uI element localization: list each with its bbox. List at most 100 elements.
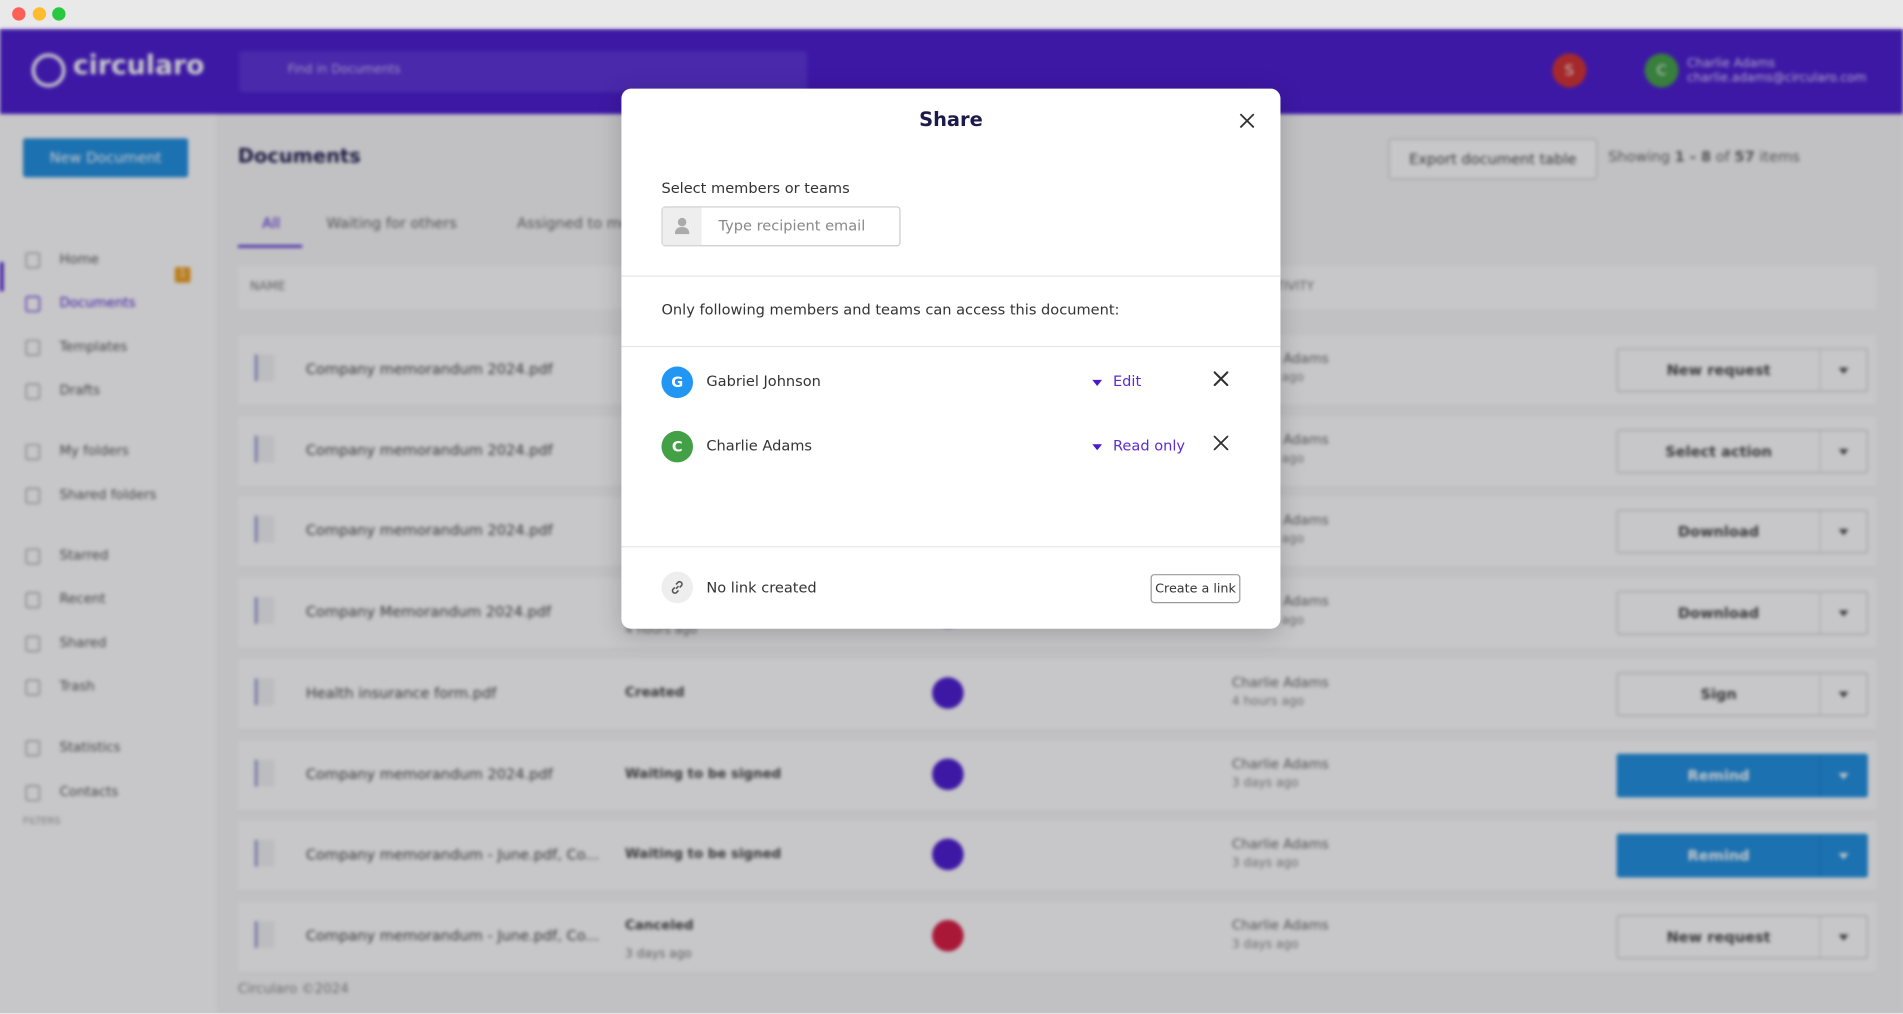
action-dropdown[interactable] xyxy=(1819,430,1821,472)
activity-name: Charlie Adams xyxy=(1231,755,1329,772)
select-label: Select members or teams xyxy=(661,179,850,197)
tab[interactable]: Waiting for others xyxy=(326,214,457,232)
action-button[interactable]: New request xyxy=(1616,348,1868,393)
remove-member[interactable] xyxy=(1213,435,1229,451)
status-time: 3 days ago xyxy=(625,947,692,962)
action-button[interactable]: Select action xyxy=(1616,429,1868,473)
tab[interactable]: Assigned to me xyxy=(517,214,630,232)
action-label: Remind xyxy=(1687,847,1750,865)
action-button[interactable]: New request xyxy=(1616,914,1868,959)
person-icon-box xyxy=(662,207,702,246)
column-name[interactable]: NAME xyxy=(250,280,286,294)
action-dropdown[interactable] xyxy=(1819,673,1821,715)
action-button[interactable]: Sign xyxy=(1616,672,1868,716)
zoom-dot[interactable] xyxy=(52,7,66,21)
showing-suffix: items xyxy=(1759,148,1800,166)
action-dropdown[interactable] xyxy=(1819,349,1821,391)
action-label: Remind xyxy=(1687,766,1750,784)
create-link-button[interactable]: Create a link xyxy=(1150,574,1241,604)
footer: Circularo ©2024 xyxy=(237,980,349,997)
nav-icon xyxy=(25,592,41,609)
person-icon xyxy=(674,217,690,235)
member-name: Charlie Adams xyxy=(706,436,813,454)
dropdown-caret xyxy=(1838,772,1849,779)
tab-underline xyxy=(237,245,303,248)
file-name[interactable]: Company memorandum - June.pdf, Co... xyxy=(305,846,600,864)
nav-item[interactable]: Statistics xyxy=(59,739,121,755)
divider xyxy=(621,275,1281,277)
nav-item[interactable]: Starred xyxy=(59,547,109,564)
file-name[interactable]: Company memorandum 2024.pdf xyxy=(305,360,553,378)
nav-icon xyxy=(25,252,41,269)
link-glyph xyxy=(671,580,683,594)
action-label: Sign xyxy=(1700,685,1737,703)
window-titlebar xyxy=(0,0,1903,30)
file-name[interactable]: Company memorandum - June.pdf, Co... xyxy=(305,927,600,945)
tab[interactable]: All xyxy=(262,214,281,232)
member-avatar: C xyxy=(661,430,694,463)
action-button[interactable]: Download xyxy=(1616,510,1868,554)
nav-item[interactable]: Shared xyxy=(59,634,107,651)
nav-item[interactable]: Shared folders xyxy=(59,486,157,503)
nav-item[interactable]: Home xyxy=(59,251,99,268)
close-button[interactable] xyxy=(1239,113,1255,129)
activity-avatar xyxy=(932,838,964,871)
close-dot[interactable] xyxy=(12,7,26,21)
nav-item[interactable]: Drafts xyxy=(59,382,101,399)
action-label: Select action xyxy=(1665,442,1772,460)
action-label: Download xyxy=(1677,604,1760,622)
action-label: New request xyxy=(1666,361,1771,379)
nav-item[interactable]: Documents xyxy=(59,294,136,311)
activity-name: Charlie Adams xyxy=(1231,836,1329,853)
search-box[interactable]: Find in Documents xyxy=(239,50,808,93)
nav-item[interactable]: Trash xyxy=(59,678,95,695)
action-dropdown[interactable] xyxy=(1819,511,1821,553)
export-button[interactable]: Export document table xyxy=(1388,138,1598,180)
file-name[interactable]: Health insurance form.pdf xyxy=(305,684,497,702)
file-name[interactable]: Company memorandum 2024.pdf xyxy=(305,765,553,783)
modal-title: Share xyxy=(919,108,983,132)
nav-item[interactable]: Templates xyxy=(59,338,128,355)
showing-range: 1 - 8 xyxy=(1674,148,1712,166)
file-name[interactable]: Company Memorandum 2024.pdf xyxy=(305,603,552,621)
user-avatar[interactable]: C xyxy=(1644,53,1679,88)
remove-member[interactable] xyxy=(1213,371,1229,386)
dropdown-caret xyxy=(1838,367,1849,374)
action-dropdown[interactable] xyxy=(1819,754,1821,796)
file-name[interactable]: Company memorandum 2024.pdf xyxy=(305,522,553,540)
action-dropdown[interactable] xyxy=(1819,916,1821,958)
dropdown-caret xyxy=(1838,691,1849,698)
file-name[interactable]: Company memorandum 2024.pdf xyxy=(305,441,553,459)
activity-time: 4 hours ago xyxy=(1231,695,1305,709)
dropdown-caret xyxy=(1838,529,1849,536)
file-icon xyxy=(254,516,275,543)
nav-item[interactable]: My folders xyxy=(59,443,129,459)
action-button[interactable]: Remind xyxy=(1616,834,1868,878)
action-button[interactable]: Remind xyxy=(1616,753,1868,797)
logo: circularo xyxy=(72,50,205,82)
action-button[interactable]: Download xyxy=(1616,591,1868,635)
member-name: Gabriel Johnson xyxy=(706,372,821,390)
permission-caret[interactable] xyxy=(1092,379,1103,386)
activity-time: 3 days ago xyxy=(1231,776,1299,790)
permission[interactable]: Edit xyxy=(1112,372,1142,390)
filters-label: FILTERS xyxy=(23,815,61,827)
email-placeholder: Type recipient email xyxy=(718,217,866,235)
permission[interactable]: Read only xyxy=(1112,436,1186,454)
action-dropdown[interactable] xyxy=(1819,835,1821,877)
nav-icon xyxy=(25,679,41,696)
minimize-dot[interactable] xyxy=(32,7,47,21)
action-dropdown[interactable] xyxy=(1819,592,1821,634)
showing-of: of xyxy=(1715,148,1730,166)
search-placeholder: Find in Documents xyxy=(287,63,401,77)
nav-item[interactable]: Recent xyxy=(59,591,106,607)
email-input[interactable]: Type recipient email xyxy=(661,206,901,247)
permission-caret[interactable] xyxy=(1092,444,1103,451)
link-status: No link created xyxy=(706,578,817,596)
notification-avatar[interactable]: S xyxy=(1552,53,1587,88)
nav-item[interactable]: Contacts xyxy=(59,784,119,800)
divider xyxy=(621,546,1281,548)
member-avatar: G xyxy=(661,366,694,399)
new-document-button[interactable]: New Document xyxy=(23,138,189,178)
